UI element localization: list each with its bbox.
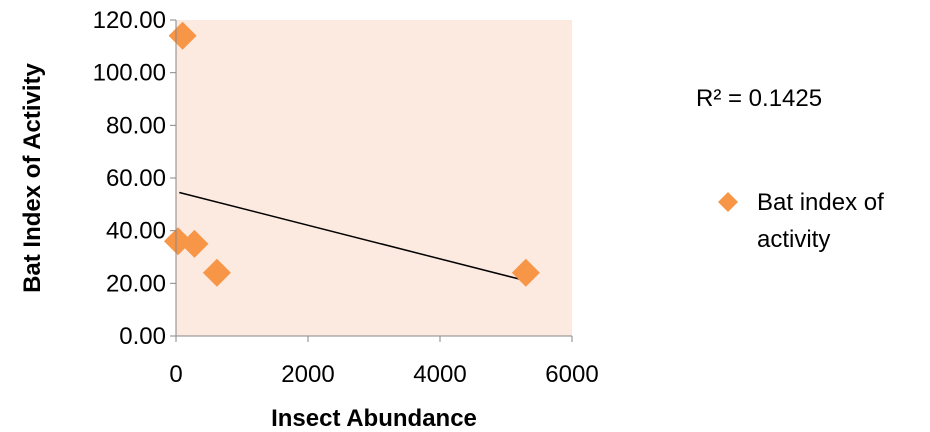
legend-label-line-2: activity <box>757 226 830 253</box>
x-tick-label: 2000 <box>281 361 334 388</box>
legend-diamond-icon <box>718 192 738 212</box>
x-axis-title: Insect Abundance <box>271 405 477 432</box>
legend-label-line-1: Bat index of <box>757 189 884 216</box>
data-point <box>511 258 540 287</box>
x-tick-label: 0 <box>169 361 182 388</box>
x-tick-label: 4000 <box>413 361 466 388</box>
plot-area <box>176 20 572 336</box>
trendline <box>179 191 526 282</box>
data-point <box>202 258 231 287</box>
r-squared-annotation: R² = 0.1425 <box>696 85 822 112</box>
y-tick-label: 80.00 <box>106 112 166 139</box>
data-point <box>180 229 209 258</box>
y-tick-label: 40.00 <box>106 218 166 245</box>
y-axis-title: Bat Index of Activity <box>19 62 46 292</box>
y-tick-label: 60.00 <box>106 165 166 192</box>
y-tick-label: 100.00 <box>93 60 166 87</box>
x-tick-label: 6000 <box>545 361 598 388</box>
y-tick-label: 20.00 <box>106 270 166 297</box>
y-tick-label: 120.00 <box>93 7 166 34</box>
y-tick-label: 0.00 <box>119 323 166 350</box>
legend: Bat index of activity <box>718 189 884 253</box>
